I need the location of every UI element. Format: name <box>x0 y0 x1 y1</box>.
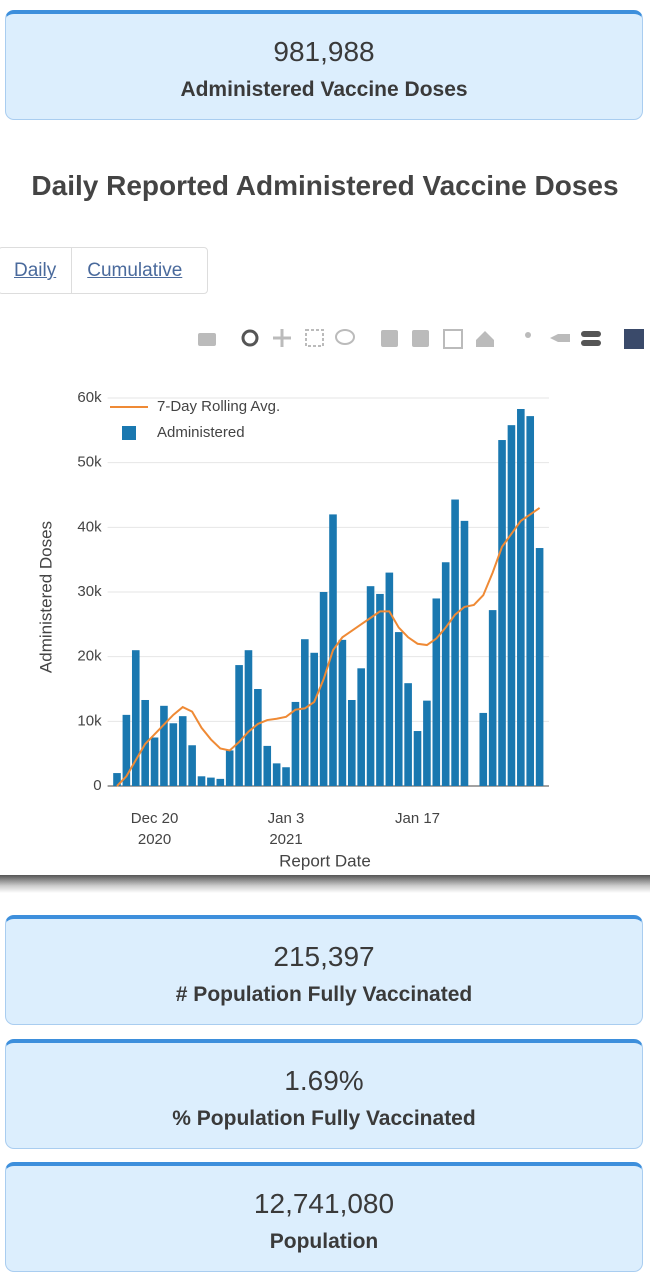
tab[interactable]: Daily <box>14 260 57 281</box>
icon[interactable] <box>624 329 644 349</box>
icon[interactable] <box>581 340 601 346</box>
bar <box>122 714 131 786</box>
bar <box>385 572 394 786</box>
y-axis-title: Administered Doses <box>36 521 55 673</box>
bar <box>178 716 187 786</box>
bar <box>235 665 243 786</box>
bar <box>310 652 319 786</box>
icon[interactable] <box>241 329 259 347</box>
tab[interactable]: Cumulative <box>71 248 197 293</box>
x-tick-label: Dec 20 2020 <box>130 810 179 848</box>
bar <box>131 650 140 786</box>
stat-label: Population <box>269 1230 379 1253</box>
bar <box>301 639 309 786</box>
bar <box>404 683 412 786</box>
icon[interactable] <box>305 329 324 347</box>
bar <box>197 776 206 786</box>
bar <box>498 440 506 786</box>
legend-label: 7-Day Rolling Avg. <box>157 398 280 415</box>
bar <box>338 639 347 786</box>
bar <box>254 689 262 786</box>
stat-card: 1.69% % Population Fully Vaccinated <box>5 1039 643 1149</box>
icon[interactable] <box>381 330 398 347</box>
bar <box>263 745 272 786</box>
stat-value: 981,988 <box>273 36 375 67</box>
y-tick-label: 40k <box>77 518 102 535</box>
bar <box>150 737 159 786</box>
toolbar <box>198 329 644 349</box>
icon[interactable] <box>443 329 463 349</box>
y-tick-label: 30k <box>77 583 102 600</box>
y-tick-label: 50k <box>77 454 102 471</box>
icon[interactable] <box>273 329 291 347</box>
bar <box>366 586 375 786</box>
stat-value: 12,741,080 <box>253 1188 395 1219</box>
stat-label: Administered Vaccine Doses <box>180 78 468 101</box>
bar <box>517 408 525 786</box>
bar <box>357 668 365 786</box>
icon[interactable] <box>412 330 429 347</box>
icon[interactable] <box>476 331 494 347</box>
bar <box>479 712 488 786</box>
heading: Daily Reported Administered Vaccine Dose… <box>31 170 619 201</box>
bar <box>526 416 535 786</box>
stat-card: 981,988 Administered Vaccine Doses <box>5 10 643 120</box>
chart: 0 10k 20k 30k 40k 50k 60k Report Date Administer… <box>36 329 644 870</box>
bar <box>207 777 215 786</box>
bar <box>160 705 168 786</box>
y-tick-label: 60k <box>77 389 102 406</box>
bar <box>347 699 356 786</box>
bar <box>272 763 281 786</box>
line <box>116 507 541 787</box>
separator <box>0 875 650 893</box>
bar <box>225 750 234 786</box>
bar <box>216 778 225 786</box>
icon[interactable] <box>198 333 216 346</box>
stat-label: % Population Fully Vaccinated <box>172 1107 476 1130</box>
icon[interactable] <box>581 331 601 337</box>
bar <box>451 499 459 786</box>
bar <box>413 731 422 786</box>
bar <box>460 520 469 786</box>
bar <box>282 767 290 786</box>
bar <box>507 425 516 786</box>
bar <box>244 650 253 786</box>
x-tick-label: Jan 3 2021 <box>267 810 305 848</box>
y-tick-label: 0 <box>93 777 101 794</box>
bar <box>488 610 497 786</box>
bar <box>441 562 450 786</box>
bar <box>376 593 384 786</box>
bar <box>188 745 196 786</box>
bar <box>423 700 431 786</box>
y-tick-label: 10k <box>77 712 102 729</box>
x-tick-label: Jan 17 <box>394 810 441 827</box>
x-axis-title: Report Date <box>279 851 371 870</box>
legend-label: Administered <box>157 424 245 441</box>
icon[interactable] <box>525 332 531 338</box>
bar <box>319 592 328 786</box>
stat-value: 215,397 <box>273 941 375 972</box>
bar <box>432 598 441 786</box>
stat-card: 12,741,080 Population <box>5 1162 643 1272</box>
tabs: Daily Cumulative <box>0 247 208 294</box>
legend-swatch <box>122 426 136 440</box>
stat-card: 215,397 # Population Fully Vaccinated <box>5 915 643 1025</box>
icon[interactable] <box>550 334 570 342</box>
bar <box>291 701 300 786</box>
stat-label: # Population Fully Vaccinated <box>175 983 473 1006</box>
stat-value: 1.69% <box>284 1065 364 1096</box>
y-tick-label: 20k <box>77 648 102 665</box>
bar <box>535 548 544 786</box>
icon[interactable] <box>335 329 355 345</box>
bar <box>169 723 178 786</box>
bar <box>113 773 121 786</box>
bar <box>394 632 403 786</box>
